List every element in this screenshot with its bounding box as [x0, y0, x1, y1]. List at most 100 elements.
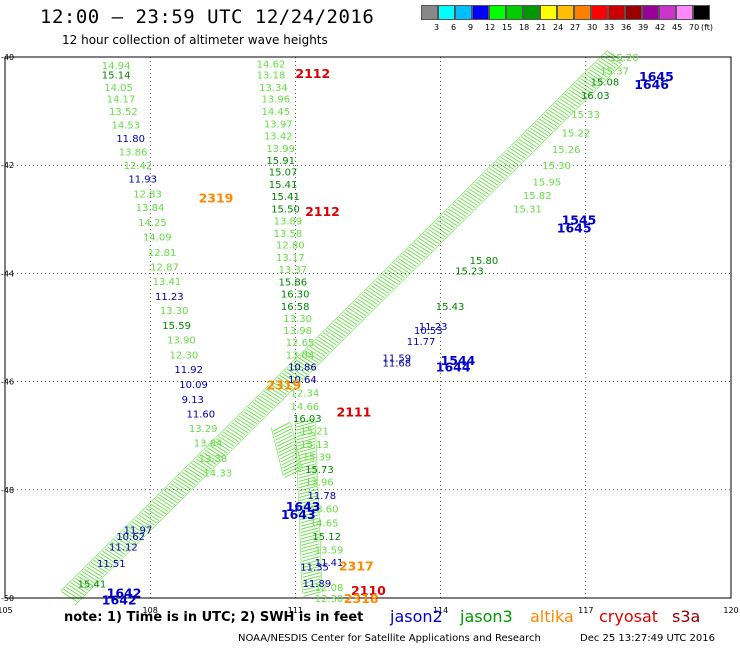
track-hatch	[302, 572, 321, 578]
track-hatch	[482, 174, 499, 186]
wave-height-label: 14.65	[310, 518, 339, 529]
track-hatch	[236, 417, 253, 429]
track-hatch	[338, 316, 355, 328]
track-hatch	[450, 206, 467, 218]
track-hatch	[373, 282, 390, 294]
track-hatch	[296, 418, 315, 425]
track-hatch	[298, 463, 317, 470]
track-hatch	[448, 208, 465, 220]
legend-swatch	[608, 5, 625, 20]
track-hatch	[68, 584, 85, 596]
wave-height-label: 13.90	[167, 335, 196, 346]
track-hatch	[302, 575, 321, 581]
track-hatch	[534, 123, 551, 134]
track-hatch	[218, 435, 235, 447]
track-hatch	[191, 462, 208, 474]
track-hatch	[595, 62, 612, 74]
track-hatch	[170, 483, 187, 494]
track-hatch	[275, 434, 293, 444]
track-hatch	[147, 505, 164, 517]
legend-tick-label: 70	[689, 23, 700, 32]
page-title: 12:00 – 23:59 UTC 12/24/2016	[40, 6, 375, 28]
satellite-tracks	[60, 49, 624, 606]
wave-height-label: 11.35	[300, 563, 329, 574]
track-hatch	[145, 507, 162, 519]
track-hatch	[93, 559, 110, 571]
legend-swatch	[455, 5, 472, 20]
wave-height-label: 15.23	[455, 267, 484, 278]
track-hatch	[304, 350, 321, 362]
wave-height-label: 13.97	[264, 120, 293, 131]
track-hatch	[336, 318, 353, 330]
wave-height-label: 14.94	[102, 61, 131, 72]
track-hatch	[504, 152, 521, 164]
satellite-label-altika: altika	[530, 607, 574, 626]
track-hatch	[274, 428, 292, 438]
lon-tick-label: 111	[288, 606, 303, 615]
track-hatch	[434, 222, 451, 233]
track-hatch	[299, 492, 318, 498]
track-hatch	[245, 408, 262, 420]
track-hatch	[106, 546, 123, 557]
track-hatch	[86, 566, 103, 578]
pass-time-label: 1643	[281, 507, 316, 522]
track-hatch	[297, 453, 316, 460]
track-hatch	[593, 64, 610, 76]
satellite-label-s3a: s3a	[672, 607, 701, 626]
legend-tick-label: 21	[536, 23, 547, 32]
track-hatch	[70, 582, 87, 593]
wave-height-label: 15.07	[269, 168, 298, 179]
wave-height-label: 13.96	[305, 478, 334, 489]
track-hatch	[582, 75, 599, 87]
track-hatch	[420, 235, 437, 247]
track-hatch	[301, 549, 320, 556]
wave-height-label: 10.64	[288, 375, 317, 386]
track-hatch	[184, 469, 201, 481]
track-hatch	[570, 87, 587, 98]
track-hatch	[332, 323, 349, 335]
track-hatch	[530, 127, 546, 139]
pass-time-label: 1642	[102, 593, 137, 608]
track-hatch	[302, 568, 321, 575]
track-hatch	[413, 242, 430, 254]
track-hatch	[102, 550, 119, 562]
wave-height-label: 13.59	[315, 545, 344, 556]
track-hatch	[357, 298, 374, 310]
track-hatch	[545, 111, 562, 123]
wave-height-label: 10.86	[288, 362, 317, 373]
legend-swatch	[591, 5, 608, 20]
track-hatch	[354, 300, 371, 312]
track-hatch	[575, 82, 592, 94]
track-edge	[74, 63, 623, 606]
track-hatch	[322, 332, 339, 344]
wave-height-label: 11.60	[187, 410, 216, 421]
track-hatch	[303, 584, 322, 591]
wave-height-label: 14.25	[138, 218, 167, 229]
track-hatch	[301, 543, 320, 549]
track-hatch	[370, 285, 387, 296]
track-hatch	[77, 575, 94, 587]
track-hatch	[193, 460, 210, 472]
lat-tick-label: -46	[1, 378, 14, 387]
track-hatch	[498, 159, 515, 170]
track-hatch	[261, 393, 278, 404]
legend-tick-label: 36	[621, 23, 632, 32]
lat-tick-label: -50	[1, 594, 14, 603]
wave-height-label: 15.33	[571, 110, 600, 121]
track-hatch	[484, 172, 501, 184]
track-hatch	[81, 570, 98, 582]
track-hatch	[300, 514, 319, 521]
wave-height-label: 13.64	[194, 439, 223, 450]
wave-height-label: 10.09	[179, 380, 208, 391]
track-hatch	[423, 233, 440, 245]
track-hatch	[179, 474, 196, 485]
track-hatch	[366, 289, 383, 301]
track-hatch	[127, 525, 144, 537]
lat-tick-label: -42	[1, 161, 14, 170]
wave-height-label: 13.38	[199, 454, 228, 465]
track-hatch	[327, 327, 344, 339]
track-hatch	[302, 581, 322, 588]
track-hatch	[302, 562, 321, 569]
wave-height-label: 13.04	[286, 351, 315, 362]
track-hatch	[395, 260, 412, 272]
